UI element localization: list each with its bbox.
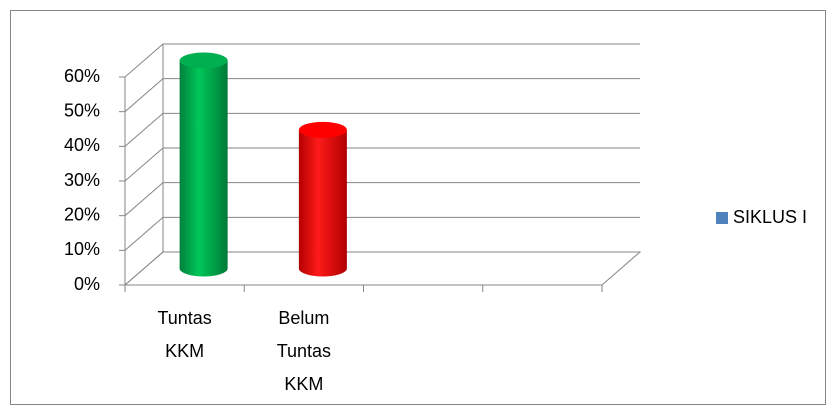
bar: [298, 129, 347, 269]
grid-line: [124, 251, 640, 286]
grid-line: [124, 182, 640, 217]
y-tick-label: 60%: [64, 66, 100, 86]
y-tick-label: 30%: [64, 170, 100, 190]
legend-swatch: [716, 212, 728, 224]
bar: [179, 60, 228, 269]
y-tick-label: 0%: [74, 274, 100, 294]
frame: [10, 10, 826, 405]
grid-line: [124, 43, 640, 78]
y-tick-label: 50%: [64, 100, 100, 120]
bar-top: [179, 52, 228, 69]
x-tick-label: Belum Tuntas KKM: [276, 308, 332, 394]
grid-line: [124, 147, 640, 182]
grid-line: [124, 78, 640, 113]
legend-label: SIKLUS I: [733, 207, 807, 227]
bar-top: [298, 121, 347, 138]
y-tick-label: 10%: [64, 239, 100, 259]
grid-line: [124, 112, 640, 147]
y-tick-label: 20%: [64, 204, 100, 224]
y-tick-label: 40%: [64, 135, 100, 155]
x-tick-label: Tuntas KKM: [157, 308, 212, 361]
grid-line: [124, 216, 640, 251]
